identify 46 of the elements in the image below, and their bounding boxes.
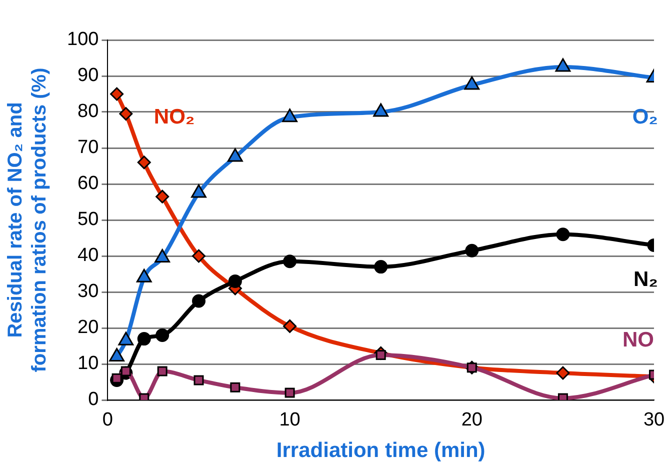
point — [227, 148, 243, 162]
point — [556, 228, 570, 242]
point — [374, 260, 388, 274]
y-tick-label: 50 — [78, 209, 99, 230]
point — [230, 382, 240, 392]
y-tick-label: 40 — [78, 245, 99, 266]
y-tick-label: 80 — [78, 101, 99, 122]
point — [154, 249, 170, 263]
series-label: N₂ — [634, 268, 658, 291]
point — [555, 58, 571, 72]
series-label: NO₂ — [154, 106, 195, 129]
point — [465, 244, 479, 258]
series-label: NO — [622, 328, 654, 352]
point — [110, 87, 124, 101]
x-axis-title: Irradiation time (min) — [276, 439, 486, 462]
y-tick-label: 60 — [78, 173, 99, 194]
point — [464, 76, 480, 90]
y-tick-label: 30 — [78, 281, 99, 302]
point — [192, 249, 206, 263]
point — [137, 332, 151, 346]
point — [156, 328, 170, 342]
point — [137, 156, 151, 170]
x-tick-label: 10 — [279, 410, 300, 431]
y-tick-label: 10 — [78, 353, 99, 374]
x-tick-label: 20 — [461, 410, 482, 431]
point — [228, 274, 242, 288]
y-tick-label: 20 — [78, 317, 99, 338]
point — [282, 108, 298, 122]
x-tick-label: 0 — [102, 410, 113, 431]
point — [192, 294, 206, 308]
point — [157, 366, 168, 376]
series-label: O₂ — [632, 106, 658, 129]
point — [556, 366, 570, 380]
y-axis-title: Residual rate of NO₂ and formation ratios of products (%) — [4, 68, 51, 372]
point — [191, 184, 206, 198]
point — [373, 103, 389, 117]
y-tick-label: 100 — [67, 29, 99, 50]
y-tick-label: 0 — [88, 389, 99, 410]
point — [283, 319, 297, 333]
y-tick-label: 90 — [78, 65, 99, 86]
x-tick-label: 30 — [643, 410, 665, 431]
point — [156, 190, 170, 204]
point — [194, 375, 204, 386]
point — [283, 254, 297, 268]
y-tick-label: 70 — [78, 137, 99, 158]
point — [284, 388, 295, 398]
